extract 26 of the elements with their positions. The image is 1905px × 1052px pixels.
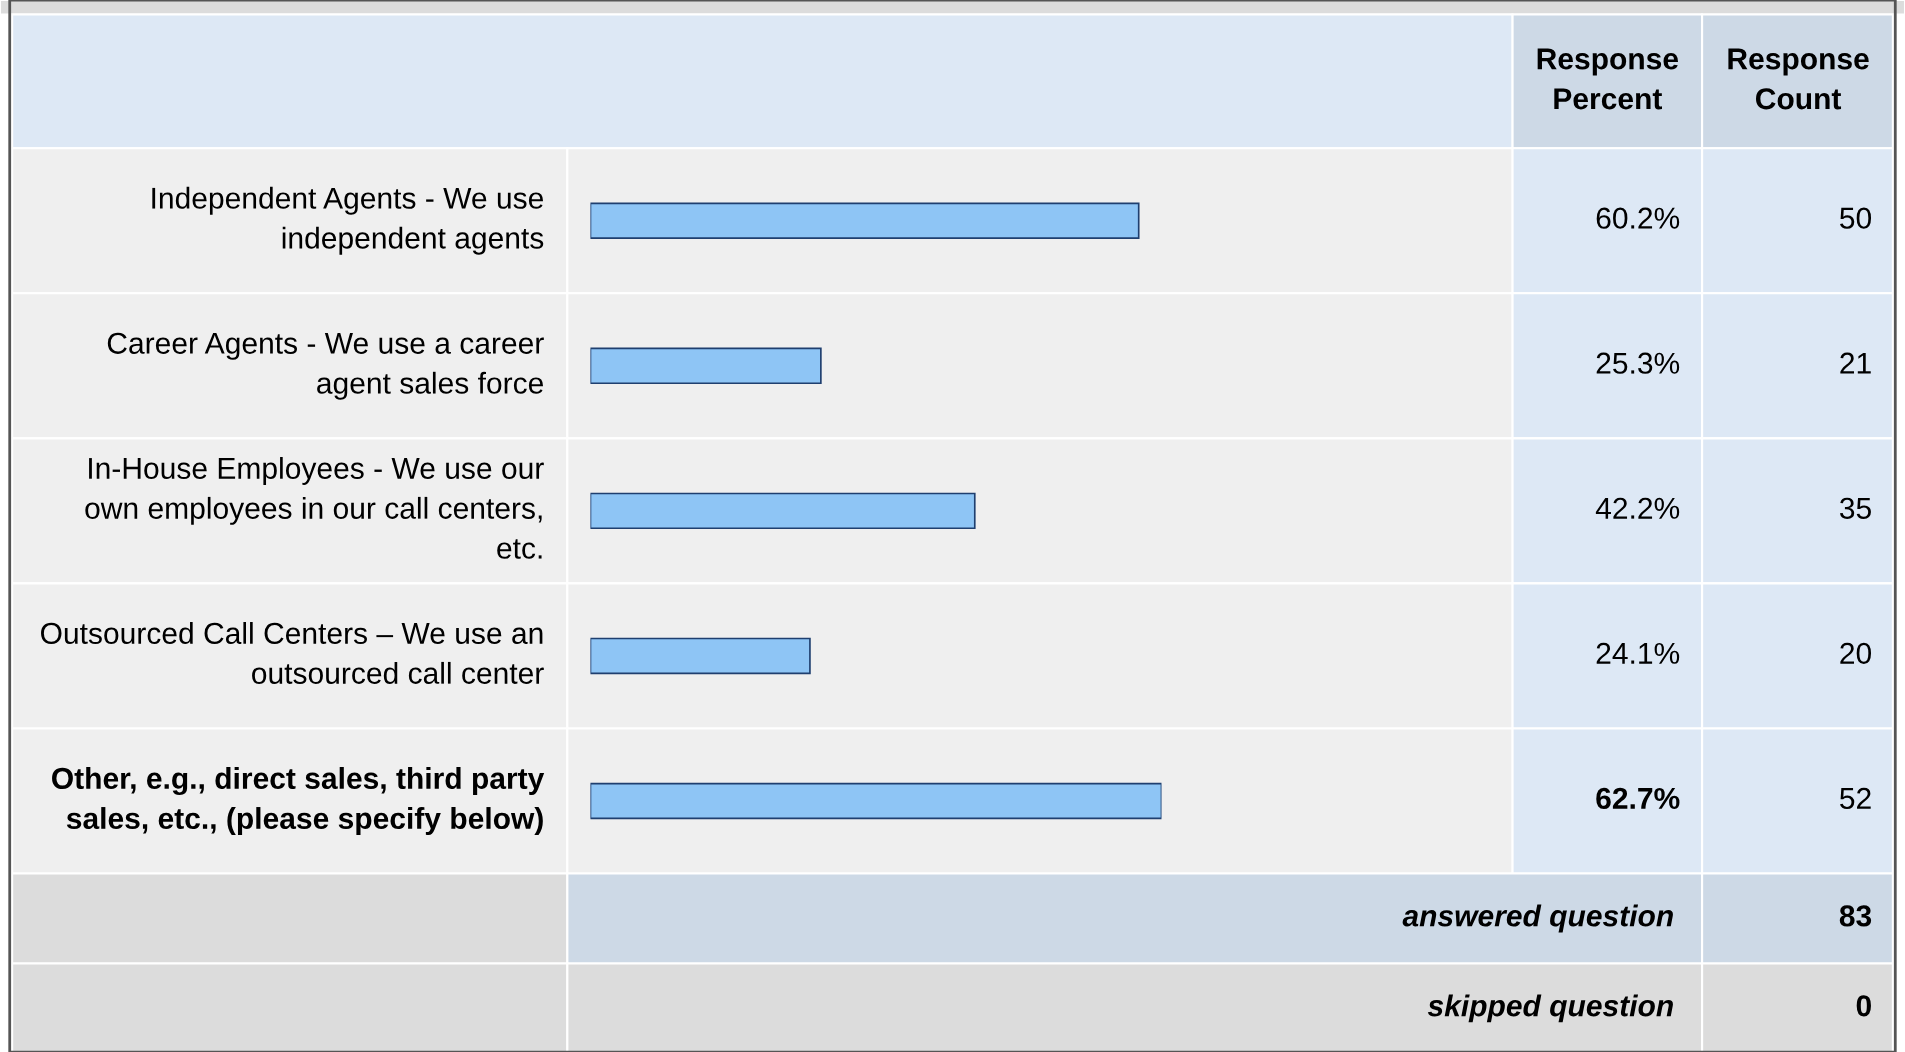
bar [590, 782, 1162, 820]
data-label: 25.3% [1596, 352, 1680, 374]
bar [590, 347, 822, 385]
data-label: 42.2% [1595, 497, 1680, 519]
y-tick-label: Career Agents - We use a career agent sales force [107, 332, 544, 400]
text: answered question [1402, 904, 1673, 933]
y-tick-label: Independent Agents - We use independent agents [152, 186, 544, 255]
text: Response Percent [1537, 48, 1679, 110]
text: Response Count [1728, 48, 1869, 110]
y-tick-label: Outsourced Call Centers – We use an outsourced call center [41, 621, 544, 684]
bar [590, 202, 1140, 239]
data-label: 24.1% [1596, 642, 1680, 664]
text: skipped question [1427, 994, 1673, 1023]
text: 21 [1840, 352, 1871, 374]
text: 0 [1856, 995, 1871, 1017]
text: 50 [1840, 207, 1872, 229]
text: 52 [1840, 787, 1871, 810]
bar [590, 492, 976, 530]
text: 35 [1839, 497, 1871, 519]
y-tick-label: In-House Employees - We use our own employees in our call centers, etc. [85, 456, 544, 559]
data-label: 62.7% [1596, 787, 1680, 810]
data-label: 60.2% [1596, 207, 1680, 229]
bar [590, 637, 811, 675]
text: 20 [1840, 642, 1872, 664]
y-tick-label: Other, e.g., direct sales, third party sales, etc., (please specify below) [52, 766, 545, 836]
text: 83 [1839, 905, 1872, 927]
